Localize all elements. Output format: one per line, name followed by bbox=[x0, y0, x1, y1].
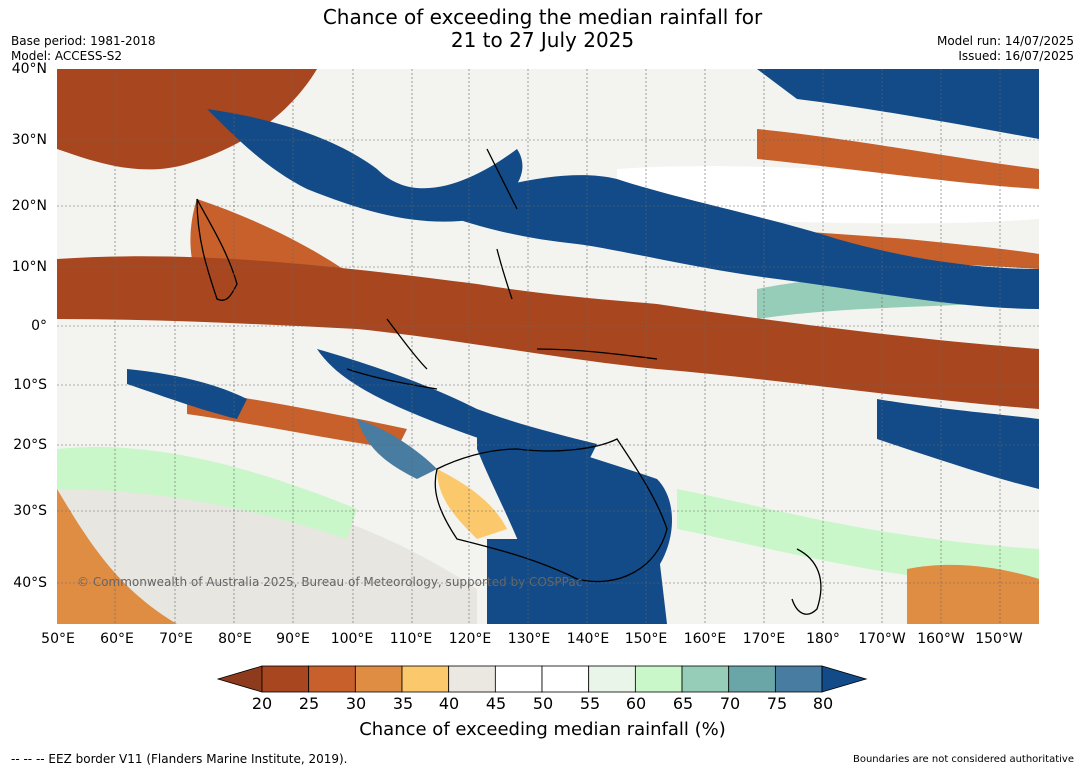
colorbar-cell bbox=[401, 665, 450, 693]
lon-label: 50°E bbox=[41, 631, 75, 647]
lon-label: 130°E bbox=[507, 631, 551, 647]
colorbar-tick: 65 bbox=[672, 694, 694, 713]
colorbar-cells bbox=[217, 665, 868, 693]
region-green-2 bbox=[677, 489, 1039, 589]
colorbar-tick: 60 bbox=[625, 694, 647, 713]
philippines-coast bbox=[496, 248, 513, 300]
coastlines bbox=[196, 148, 822, 615]
colorbar-tick: 75 bbox=[766, 694, 788, 713]
lat-label: 20°N bbox=[11, 198, 47, 214]
region-dry-se bbox=[907, 564, 1039, 624]
map-title-line1: Chance of exceeding the median rainfall … bbox=[322, 5, 763, 29]
region-green-1 bbox=[57, 447, 357, 539]
colorbar-cell bbox=[261, 665, 310, 693]
australia-coast bbox=[434, 438, 668, 583]
lon-label: 150°E bbox=[624, 631, 668, 647]
lat-label: 10°S bbox=[13, 377, 47, 393]
rainfall-map bbox=[57, 69, 1039, 624]
colorbar-tick: 70 bbox=[719, 694, 741, 713]
eez-note: -- -- -- EEZ border V11 (Flanders Marine… bbox=[11, 752, 348, 766]
colorbar-cell bbox=[448, 665, 496, 693]
colorbar-cell bbox=[774, 665, 823, 693]
gridlines bbox=[57, 69, 1039, 624]
lon-label: 170°W bbox=[858, 631, 906, 647]
colorbar-tick: 40 bbox=[438, 694, 460, 713]
colorbar-tick: 50 bbox=[532, 694, 554, 713]
region-wet-io bbox=[127, 369, 247, 419]
lon-label: 90°E bbox=[276, 631, 310, 647]
new-guinea-coast bbox=[536, 348, 658, 360]
colorbar-cell bbox=[354, 665, 403, 693]
colorbar-cell bbox=[494, 665, 543, 693]
lat-label: 30°S bbox=[13, 503, 47, 519]
colorbar-tick: 25 bbox=[298, 694, 320, 713]
lon-label: 160°E bbox=[683, 631, 727, 647]
region-wet-spac bbox=[877, 399, 1039, 489]
lat-label: 40°N bbox=[11, 61, 47, 77]
lon-label: 110°E bbox=[389, 631, 433, 647]
lon-label: 100°E bbox=[330, 631, 374, 647]
colorbar-tick: 30 bbox=[345, 694, 367, 713]
map-title-line2: 21 to 27 July 2025 bbox=[450, 28, 635, 52]
lat-label: 0° bbox=[31, 318, 47, 334]
colorbar-tick: 45 bbox=[485, 694, 507, 713]
base-period: Base period: 1981-2018 bbox=[11, 34, 156, 48]
lat-label: 40°S bbox=[13, 575, 47, 591]
malay-coast bbox=[386, 318, 428, 370]
region-wet-npac bbox=[757, 69, 1039, 139]
lon-label: 140°E bbox=[566, 631, 610, 647]
region-dry-nw bbox=[57, 69, 317, 170]
model-name: Model: ACCESS-S2 bbox=[11, 49, 123, 63]
region-wet-edge bbox=[357, 419, 437, 479]
map-copyright: © Commonwealth of Australia 2025, Bureau… bbox=[77, 575, 583, 589]
colorbar-arrow-low bbox=[217, 665, 263, 693]
colorbar-tick: 55 bbox=[579, 694, 601, 713]
lon-label: 80°E bbox=[218, 631, 252, 647]
lon-label: 120°E bbox=[448, 631, 492, 647]
colorbar-cell bbox=[634, 665, 683, 693]
region-wet-asia bbox=[207, 109, 523, 222]
colorbar-cell bbox=[681, 665, 730, 693]
lon-label: 180° bbox=[806, 631, 840, 647]
region-dry-sw bbox=[57, 489, 177, 624]
region-dry-north bbox=[757, 129, 1039, 189]
issued-date: Issued: 16/07/2025 bbox=[958, 49, 1074, 63]
lon-label: 150°W bbox=[975, 631, 1023, 647]
china-coast bbox=[486, 148, 518, 210]
colorbar-arrow-high bbox=[821, 665, 868, 693]
lat-label: 10°N bbox=[11, 259, 47, 275]
lon-label: 160°W bbox=[917, 631, 965, 647]
colorbar-label: Chance of exceeding median rainfall (%) bbox=[359, 719, 726, 740]
colorbar-cell bbox=[541, 665, 590, 693]
lon-label: 60°E bbox=[100, 631, 134, 647]
colorbar-cell bbox=[588, 665, 636, 693]
colorbar bbox=[217, 665, 868, 693]
lat-label: 20°S bbox=[13, 437, 47, 453]
lon-label: 170°E bbox=[742, 631, 786, 647]
colorbar-tick: 20 bbox=[251, 694, 273, 713]
india-coast bbox=[196, 198, 238, 301]
colorbar-tick: 35 bbox=[392, 694, 414, 713]
java-coast bbox=[346, 368, 438, 390]
region-wet-wpac bbox=[457, 175, 1039, 309]
colorbar-cell bbox=[728, 665, 776, 693]
region-yellow bbox=[437, 469, 507, 539]
new-zealand-coast bbox=[791, 548, 822, 615]
region-wet-indonesia bbox=[317, 349, 597, 464]
lon-label: 70°E bbox=[159, 631, 193, 647]
boundary-disclaimer: Boundaries are not considered authoritat… bbox=[852, 754, 1074, 765]
model-run: Model run: 14/07/2025 bbox=[936, 34, 1074, 48]
colorbar-cell bbox=[308, 665, 356, 693]
colorbar-tick: 80 bbox=[812, 694, 834, 713]
lat-label: 30°N bbox=[11, 132, 47, 148]
region-dry-equator bbox=[57, 256, 1039, 409]
region-grey bbox=[57, 483, 477, 624]
